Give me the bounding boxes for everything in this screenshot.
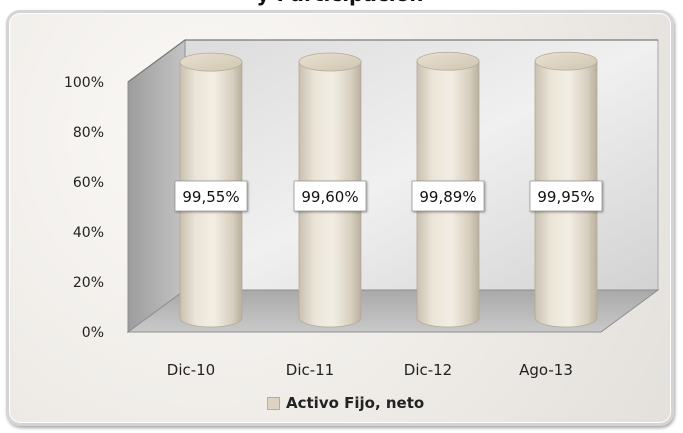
floor: [126, 289, 660, 333]
bar-top: [416, 51, 480, 71]
value-label: 99,95%: [537, 188, 594, 206]
legend: Activo Fijo, neto: [267, 392, 424, 414]
x-tick-label: Ago-13: [519, 361, 573, 379]
bar-dic-10: 99,55%: [174, 52, 248, 328]
x-tick-label: Dic-11: [286, 361, 334, 379]
y-tick-label: 100%: [64, 75, 104, 91]
chart-title-fragment: y Participación: [160, 0, 520, 18]
gridline-100: [127, 39, 658, 83]
y-tick-label: 0%: [82, 325, 104, 341]
value-label-box: [174, 180, 248, 212]
value-label-box: [293, 180, 367, 212]
bar-top: [534, 51, 598, 71]
y-tick-label: 20%: [73, 275, 104, 291]
legend-label: Activo Fijo, neto: [286, 394, 425, 412]
y-tick-label: 40%: [73, 225, 104, 241]
value-label-box: [529, 180, 603, 212]
x-tick-label: Dic-12: [404, 361, 452, 379]
y-tick-label: 80%: [73, 125, 104, 141]
value-label: 99,60%: [301, 188, 358, 206]
legend-swatch: [267, 396, 280, 410]
value-label-box: [411, 180, 485, 212]
value-label: 99,55%: [182, 188, 239, 206]
bar-dic-11: 99,60%: [293, 52, 367, 328]
bar-top: [179, 52, 243, 72]
bar-ago-13: 99,95%: [529, 51, 603, 328]
x-tick-label: Dic-10: [167, 361, 215, 379]
bar-top: [298, 52, 362, 72]
value-label: 99,89%: [419, 188, 476, 206]
y-tick-label: 60%: [73, 175, 104, 191]
bar-dic-12: 99,89%: [411, 51, 485, 328]
